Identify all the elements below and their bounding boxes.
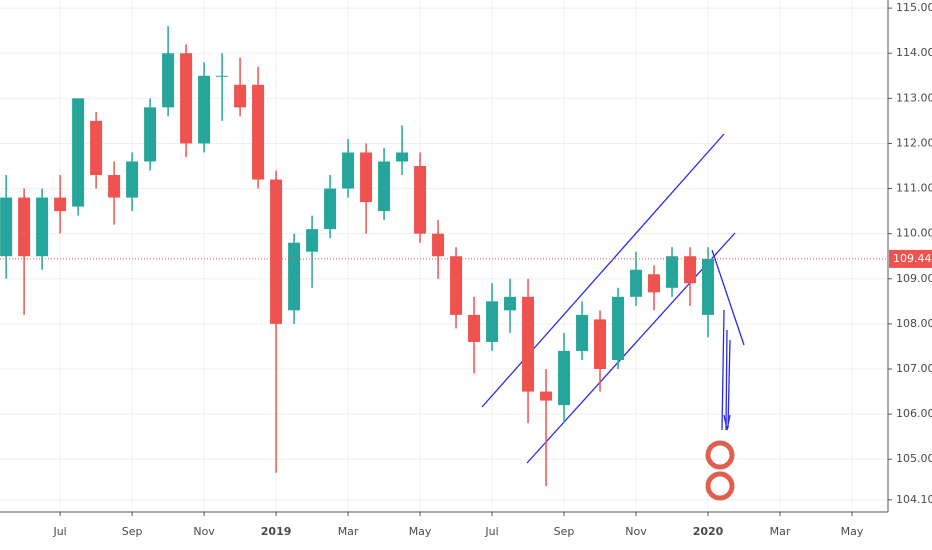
candle-body <box>252 84 265 180</box>
candle-body <box>234 84 247 108</box>
y-tick-label: 106.000 <box>896 407 932 420</box>
candle-body <box>270 179 283 324</box>
candle-body <box>108 175 121 198</box>
candle-body <box>666 256 679 288</box>
icon-ring <box>705 471 735 501</box>
candle-body <box>216 75 229 77</box>
arrow-scribble <box>721 309 731 431</box>
y-tick-label: 105.000 <box>896 452 932 465</box>
candle-body <box>72 98 85 207</box>
y-tick-label: 110.000 <box>896 227 932 240</box>
candle-body <box>486 301 499 342</box>
y-tick-label: 108.000 <box>896 317 932 330</box>
x-tick-label: 2020 <box>693 525 724 538</box>
y-tick-label: 113.000 <box>896 91 932 104</box>
x-tick-label: May <box>409 525 432 538</box>
candle-body <box>180 53 193 144</box>
candle-body <box>630 269 643 297</box>
x-tick-label: Nov <box>625 525 647 538</box>
icon <box>705 440 735 501</box>
candle-body <box>324 188 337 230</box>
grid <box>0 0 888 512</box>
x-tick-label: Jul <box>52 525 66 538</box>
candle-body <box>126 161 139 198</box>
candle-body <box>18 197 31 257</box>
candle-body <box>414 166 427 234</box>
x-tick-label: Mar <box>770 525 791 538</box>
candle-body <box>684 256 697 284</box>
x-tick-label: Mar <box>338 525 359 538</box>
candle-body <box>360 152 373 203</box>
candle-body <box>90 120 103 176</box>
candle-body <box>576 314 589 351</box>
y-tick-label: 111.000 <box>896 182 932 195</box>
y-tick-label: 107.000 <box>896 362 932 375</box>
candle-body <box>540 391 553 401</box>
x-tick-label: Nov <box>193 525 215 538</box>
candle-body <box>288 242 301 311</box>
last-price-label: 109.440 <box>893 252 932 265</box>
y-tick-label: 112.000 <box>896 136 932 149</box>
y-tick-label: 114.000 <box>896 46 932 59</box>
candle-body <box>0 197 13 257</box>
y-tick-label: 109.000 <box>896 272 932 285</box>
candle-body <box>36 197 49 257</box>
x-tick-label: Sep <box>554 525 575 538</box>
candle-body <box>504 296 517 311</box>
projection-line <box>711 249 745 346</box>
candle-body <box>558 350 571 406</box>
candle-body <box>612 296 625 360</box>
channel-lower <box>526 232 736 464</box>
candle-body <box>450 256 463 315</box>
y-tick-label: 115.000 <box>896 1 932 14</box>
candle-body <box>54 197 67 212</box>
x-tick-label: 2019 <box>261 525 292 538</box>
candle-body <box>522 296 535 392</box>
x-tick-label: Jul <box>484 525 498 538</box>
candle-body <box>378 161 391 212</box>
candle-body <box>468 314 481 342</box>
candle-body <box>432 233 445 257</box>
icon-ring <box>705 440 735 470</box>
candle-body <box>702 258 715 315</box>
candle-body <box>198 75 211 144</box>
x-tick-label: May <box>841 525 864 538</box>
y-tick-label: 104.100 <box>896 493 932 506</box>
candle-body <box>144 107 157 162</box>
candle-body <box>648 274 661 293</box>
candle-body <box>396 152 409 162</box>
last-price-box <box>889 249 932 268</box>
candle-body <box>306 229 319 252</box>
candle-body <box>594 319 607 370</box>
candle-body <box>342 152 355 189</box>
x-tick-label: Sep <box>122 525 143 538</box>
candle-body <box>162 53 175 108</box>
